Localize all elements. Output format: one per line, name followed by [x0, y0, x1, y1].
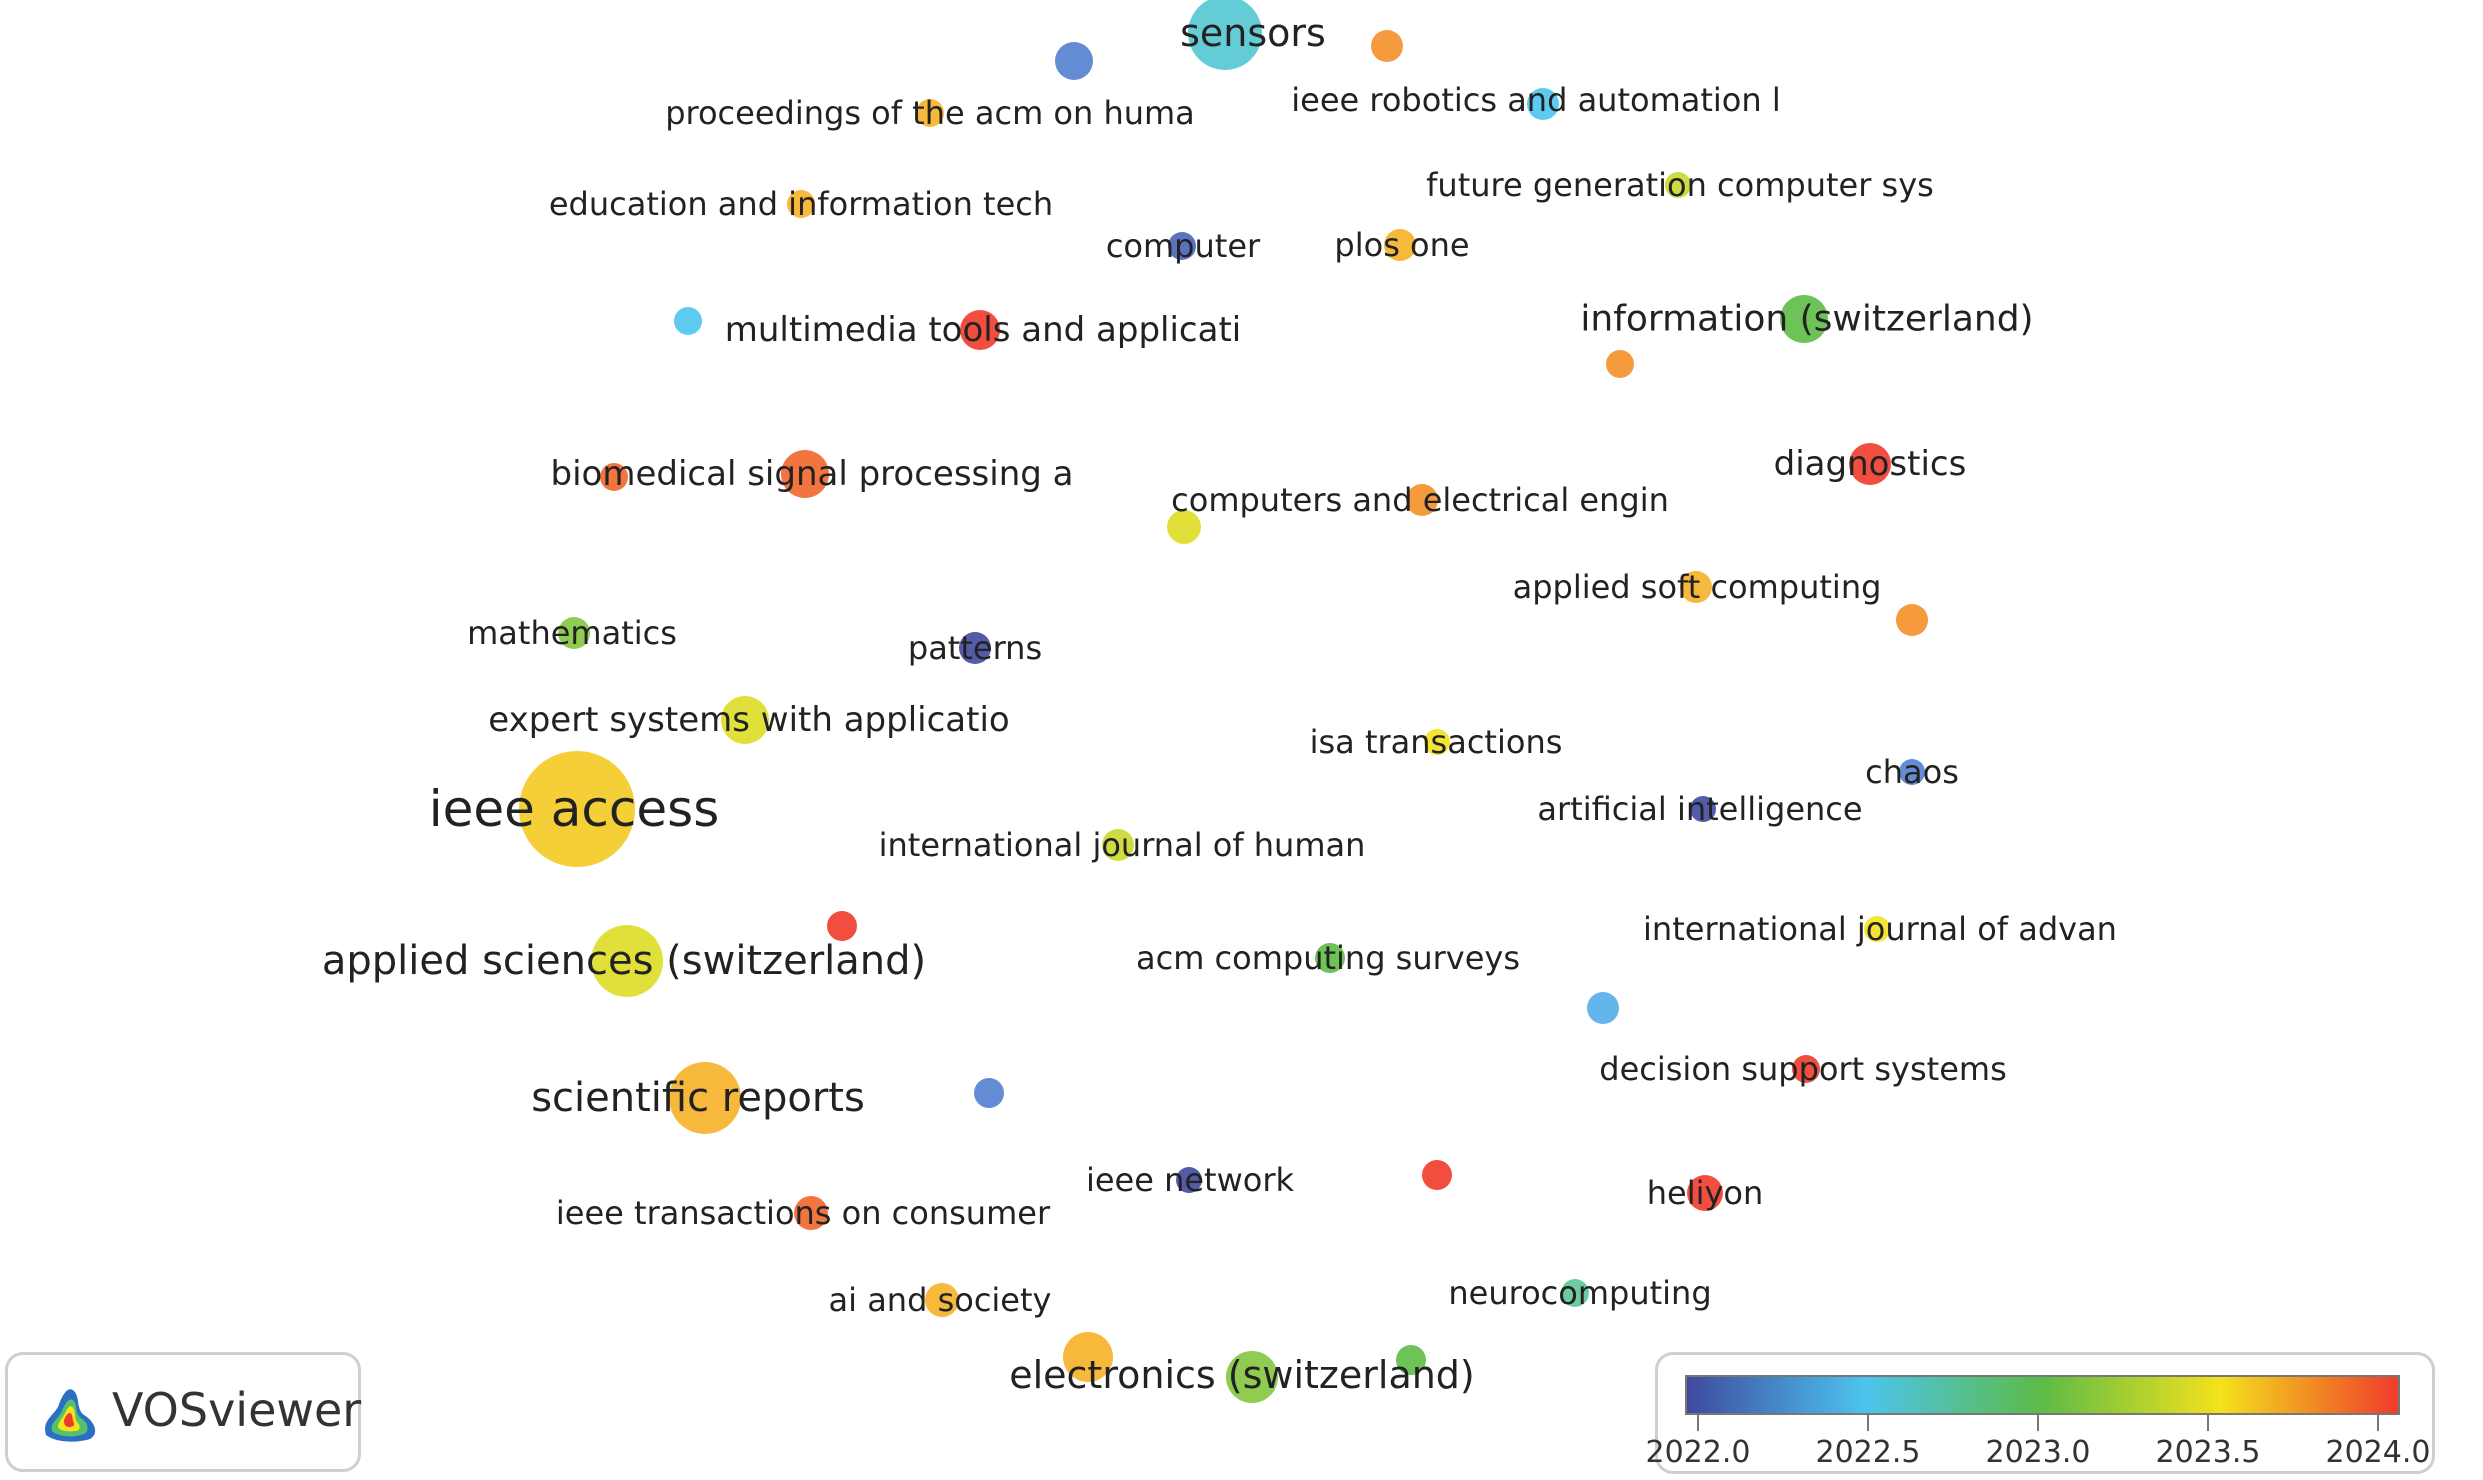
node-label-biomedical-signal[interactable]: biomedical signal processing a — [551, 454, 1074, 494]
node-label-computer[interactable]: computer — [1106, 227, 1261, 265]
node-label-computers-electrical[interactable]: computers and electrical engin — [1171, 481, 1669, 519]
node-circle-u10[interactable] — [1422, 1160, 1452, 1190]
node-circle-intl-journal-human[interactable] — [1102, 829, 1134, 861]
node-circle-ieee-transactions-consumer[interactable] — [794, 1196, 828, 1230]
node-circle-ieee-access[interactable] — [519, 751, 635, 867]
node-label-electronics-switz[interactable]: electronics (switzerland) — [1009, 1353, 1475, 1397]
node-label-decision-support[interactable]: decision support systems — [1599, 1050, 2006, 1088]
node-label-intl-journal-human[interactable]: international journal of human — [879, 826, 1366, 864]
scale-tick — [2037, 1415, 2039, 1431]
node-labels: sensors proceedings of the acm on huma iee… — [322, 11, 2117, 1397]
node-circle-computers-electrical[interactable] — [1406, 484, 1438, 516]
node-label-expert-systems[interactable]: expert systems with applicatio — [488, 700, 1009, 740]
node-circle-chaos[interactable] — [1899, 759, 1925, 785]
vosviewer-brand[interactable]: VOSviewer — [5, 1352, 361, 1472]
node-circle-expert-systems[interactable] — [721, 696, 769, 744]
node-label-acm-computing[interactable]: acm computing surveys — [1136, 939, 1520, 977]
node-label-information-switz[interactable]: information (switzerland) — [1580, 299, 2033, 340]
node-label-plos-one[interactable]: plos one — [1334, 226, 1469, 264]
node-circle-scientific-reports[interactable] — [669, 1062, 741, 1134]
node-circles — [519, 0, 1928, 1403]
node-label-multimedia-tools[interactable]: multimedia tools and applicati — [725, 310, 1241, 350]
node-circle-u3[interactable] — [674, 307, 702, 335]
scale-tick — [2207, 1415, 2209, 1431]
node-label-ai-society[interactable]: ai and society — [829, 1281, 1052, 1319]
node-label-ieee-network[interactable]: ieee network — [1086, 1161, 1295, 1199]
node-circle-u8[interactable] — [1587, 992, 1619, 1024]
brand-name: VOSviewer — [112, 1383, 362, 1437]
node-circle-isa-transactions[interactable] — [1424, 729, 1450, 755]
node-circle-electronics-switz[interactable] — [1226, 1351, 1278, 1403]
scale-label-2022-0: 2022.0 — [1645, 1435, 1751, 1470]
node-circle-decision-support[interactable] — [1792, 1055, 1820, 1083]
scale-label-2023-0: 2023.0 — [1985, 1435, 2091, 1470]
node-label-applied-soft[interactable]: applied soft computing — [1513, 568, 1882, 606]
node-circle-u6[interactable] — [1167, 510, 1201, 544]
node-circle-multimedia-tools[interactable] — [960, 310, 1000, 350]
node-circle-u12[interactable] — [1396, 1345, 1426, 1375]
scale-tick — [1697, 1415, 1699, 1431]
node-label-neurocomputing[interactable]: neurocomputing — [1448, 1274, 1711, 1312]
node-circle-ieee-network[interactable] — [1176, 1167, 1202, 1193]
scale-label-2022-5: 2022.5 — [1815, 1435, 1921, 1470]
node-circle-heliyon[interactable] — [1687, 1175, 1723, 1211]
node-label-patterns[interactable]: patterns — [908, 629, 1042, 667]
node-label-intl-journal-advan[interactable]: international journal of advan — [1643, 910, 2117, 948]
node-circle-future-gen[interactable] — [1665, 172, 1691, 198]
node-circle-intl-journal-advan[interactable] — [1864, 916, 1890, 942]
node-circle-proceedings-acm[interactable] — [916, 99, 944, 127]
scale-tick — [1867, 1415, 1869, 1431]
node-label-ieee-access[interactable]: ieee access — [429, 780, 720, 838]
node-circle-u2[interactable] — [1371, 30, 1403, 62]
node-circle-computer[interactable] — [1168, 232, 1196, 260]
color-gradient-bar — [1685, 1375, 2400, 1415]
node-circle-u7[interactable] — [1896, 604, 1928, 636]
node-circle-applied-soft[interactable] — [1680, 571, 1712, 603]
node-label-artificial-intelligence[interactable]: artificial intelligence — [1537, 790, 1862, 828]
node-circle-artificial-intelligence[interactable] — [1690, 796, 1716, 822]
node-label-heliyon[interactable]: heliyon — [1647, 1174, 1764, 1212]
node-circle-information-switz[interactable] — [1780, 295, 1828, 343]
node-label-isa-transactions[interactable]: isa transactions — [1310, 723, 1563, 761]
node-circle-u13[interactable] — [827, 911, 857, 941]
node-label-mathematics[interactable]: mathematics — [467, 614, 677, 652]
node-label-chaos[interactable]: chaos — [1865, 753, 1959, 791]
node-circle-plos-one[interactable] — [1384, 229, 1416, 261]
color-scale-legend: 2022.0 2022.5 2023.0 2023.5 2024.0 — [1646, 1352, 2435, 1474]
node-circle-diagnostics[interactable] — [1849, 443, 1891, 485]
scale-tick — [2377, 1415, 2379, 1431]
node-circle-sensors[interactable] — [1188, 0, 1262, 70]
node-label-proceedings-acm[interactable]: proceedings of the acm on huma — [665, 94, 1195, 132]
node-label-ieee-transactions-consumer[interactable]: ieee transactions on consumer — [556, 1194, 1051, 1232]
node-circle-u11[interactable] — [1063, 1332, 1113, 1382]
scale-label-2024-0: 2024.0 — [2325, 1435, 2431, 1470]
scale-label-2023-5: 2023.5 — [2155, 1435, 2261, 1470]
node-label-applied-sciences[interactable]: applied sciences (switzerland) — [322, 938, 926, 984]
node-circle-ai-society[interactable] — [925, 1283, 959, 1317]
vosviewer-logo-icon — [45, 1389, 96, 1442]
node-label-ieee-robotics[interactable]: ieee robotics and automation l — [1291, 81, 1780, 119]
node-circle-biomedical-signal[interactable] — [781, 450, 829, 498]
node-circle-mathematics[interactable] — [558, 617, 590, 649]
node-circle-ieee-robotics[interactable] — [1527, 88, 1559, 120]
node-circle-patterns[interactable] — [959, 632, 991, 664]
node-circle-acm-computing[interactable] — [1315, 943, 1345, 973]
node-circle-u1[interactable] — [1055, 42, 1093, 80]
node-circle-neurocomputing[interactable] — [1561, 1279, 1589, 1307]
node-label-sensors[interactable]: sensors — [1180, 11, 1326, 55]
node-circle-education-info[interactable] — [787, 190, 815, 218]
node-circle-u9[interactable] — [974, 1078, 1004, 1108]
node-label-scientific-reports[interactable]: scientific reports — [531, 1075, 865, 1121]
node-circle-u5[interactable] — [600, 463, 628, 491]
node-label-education-info[interactable]: education and information tech — [549, 185, 1053, 223]
node-circle-u4[interactable] — [1606, 350, 1634, 378]
node-label-diagnostics[interactable]: diagnostics — [1774, 444, 1967, 484]
node-label-future-gen[interactable]: future generation computer sys — [1426, 166, 1934, 204]
node-circle-applied-sciences[interactable] — [591, 925, 663, 997]
